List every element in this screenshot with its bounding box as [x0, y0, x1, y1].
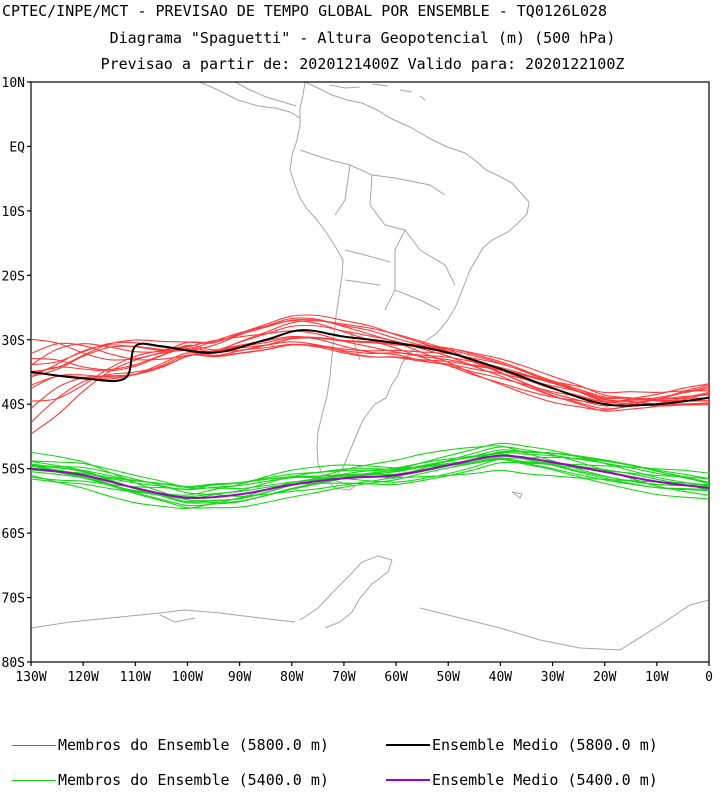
members-5400-lines [31, 442, 709, 510]
lat-label-EQ: EQ [9, 140, 25, 155]
lon-label-60W: 60W [384, 670, 408, 685]
legend-swatch-mean-5400 [386, 779, 430, 781]
title-line-3: Previsao a partir de: 2020121400Z Valido… [100, 55, 625, 73]
south-america-coastline [289, 82, 530, 478]
ensemble-mean-lines [31, 329, 709, 499]
central-america-coastline [199, 82, 301, 119]
falkland-islands [386, 469, 403, 480]
member-5800-line [31, 336, 709, 402]
legend-label-members-5400: Membros do Ensemble (5400.0 m) [58, 771, 329, 789]
lon-label-70W: 70W [332, 670, 356, 685]
legend-mean-5800: Ensemble Medio (5800.0 m) [386, 736, 658, 754]
ensemble-mean-5800-line [31, 329, 709, 407]
caribbean-islands [329, 83, 426, 101]
lat-label-10N: 10N [2, 76, 25, 91]
member-5400-line [31, 458, 709, 496]
antarctic-peninsula [299, 555, 393, 629]
member-5400-line [31, 445, 709, 502]
latitude-axis: 10N EQ 10S 20S 30S 40S 50S 60S 70S 80S [2, 76, 31, 671]
lon-label-110W: 110W [120, 670, 151, 685]
lon-label-0: 0 [705, 670, 713, 685]
legend-label-mean-5400: Ensemble Medio (5400.0 m) [432, 771, 658, 789]
lat-label-10S: 10S [2, 205, 25, 220]
member-5800-line [31, 320, 709, 412]
lat-label-20S: 20S [2, 269, 25, 284]
legend-mean-5400: Ensemble Medio (5400.0 m) [386, 771, 658, 789]
lon-label-120W: 120W [67, 670, 98, 685]
legend-swatch-members-5800 [12, 744, 56, 746]
legend-label-mean-5800: Ensemble Medio (5800.0 m) [432, 736, 658, 754]
antarctica-coast [31, 599, 709, 651]
member-5800-line [31, 320, 709, 405]
lon-label-10W: 10W [645, 670, 669, 685]
member-5800-line [31, 344, 709, 405]
title-line-1: CPTEC/INPE/MCT - PREVISAO DE TEMPO GLOBA… [2, 2, 608, 20]
lat-label-30S: 30S [2, 334, 25, 349]
lat-label-40S: 40S [2, 398, 25, 413]
member-5400-line [31, 456, 709, 490]
member-5800-line [31, 314, 709, 407]
longitude-axis: 130W 120W 110W 100W 90W 80W 70W 60W 50W 40W 30W 20W… [15, 662, 713, 685]
lon-label-30W: 30W [541, 670, 565, 685]
member-5800-line [31, 336, 709, 407]
lat-label-50S: 50S [2, 463, 25, 478]
lon-label-40W: 40W [489, 670, 513, 685]
lat-label-60S: 60S [2, 527, 25, 542]
member-5400-line [31, 451, 709, 491]
legend-members-5400: Membros do Ensemble (5400.0 m) [12, 771, 329, 789]
legend-label-members-5800: Membros do Ensemble (5800.0 m) [58, 736, 329, 754]
member-5800-line [31, 317, 709, 411]
lon-label-20W: 20W [593, 670, 617, 685]
legend-swatch-mean-5800 [386, 744, 430, 746]
member-5800-line [31, 343, 709, 406]
lat-label-70S: 70S [2, 592, 25, 607]
legend-row-5800: Membros do Ensemble (5800.0 m) Ensemble … [0, 736, 725, 756]
lon-label-130W: 130W [15, 670, 46, 685]
coastlines [31, 82, 709, 651]
member-5800-line [31, 330, 709, 394]
lon-label-100W: 100W [172, 670, 203, 685]
member-5800-line [31, 335, 709, 423]
south-georgia [511, 491, 523, 499]
lat-label-80S: 80S [2, 656, 25, 671]
country-borders [299, 149, 456, 361]
member-5400-line [31, 458, 709, 509]
lon-label-90W: 90W [228, 670, 252, 685]
lon-label-50W: 50W [436, 670, 460, 685]
legend-row-5400: Membros do Ensemble (5400.0 m) Ensemble … [0, 771, 725, 791]
ensemble-mean-5400-line [31, 454, 709, 499]
title-line-2: Diagrama "Spaguetti" - Altura Geopotenci… [109, 29, 616, 47]
legend-members-5800: Membros do Ensemble (5800.0 m) [12, 736, 329, 754]
member-5400-line [31, 449, 709, 488]
legend-swatch-members-5400 [12, 779, 56, 781]
members-5800-lines [31, 314, 709, 435]
lon-label-80W: 80W [280, 670, 304, 685]
